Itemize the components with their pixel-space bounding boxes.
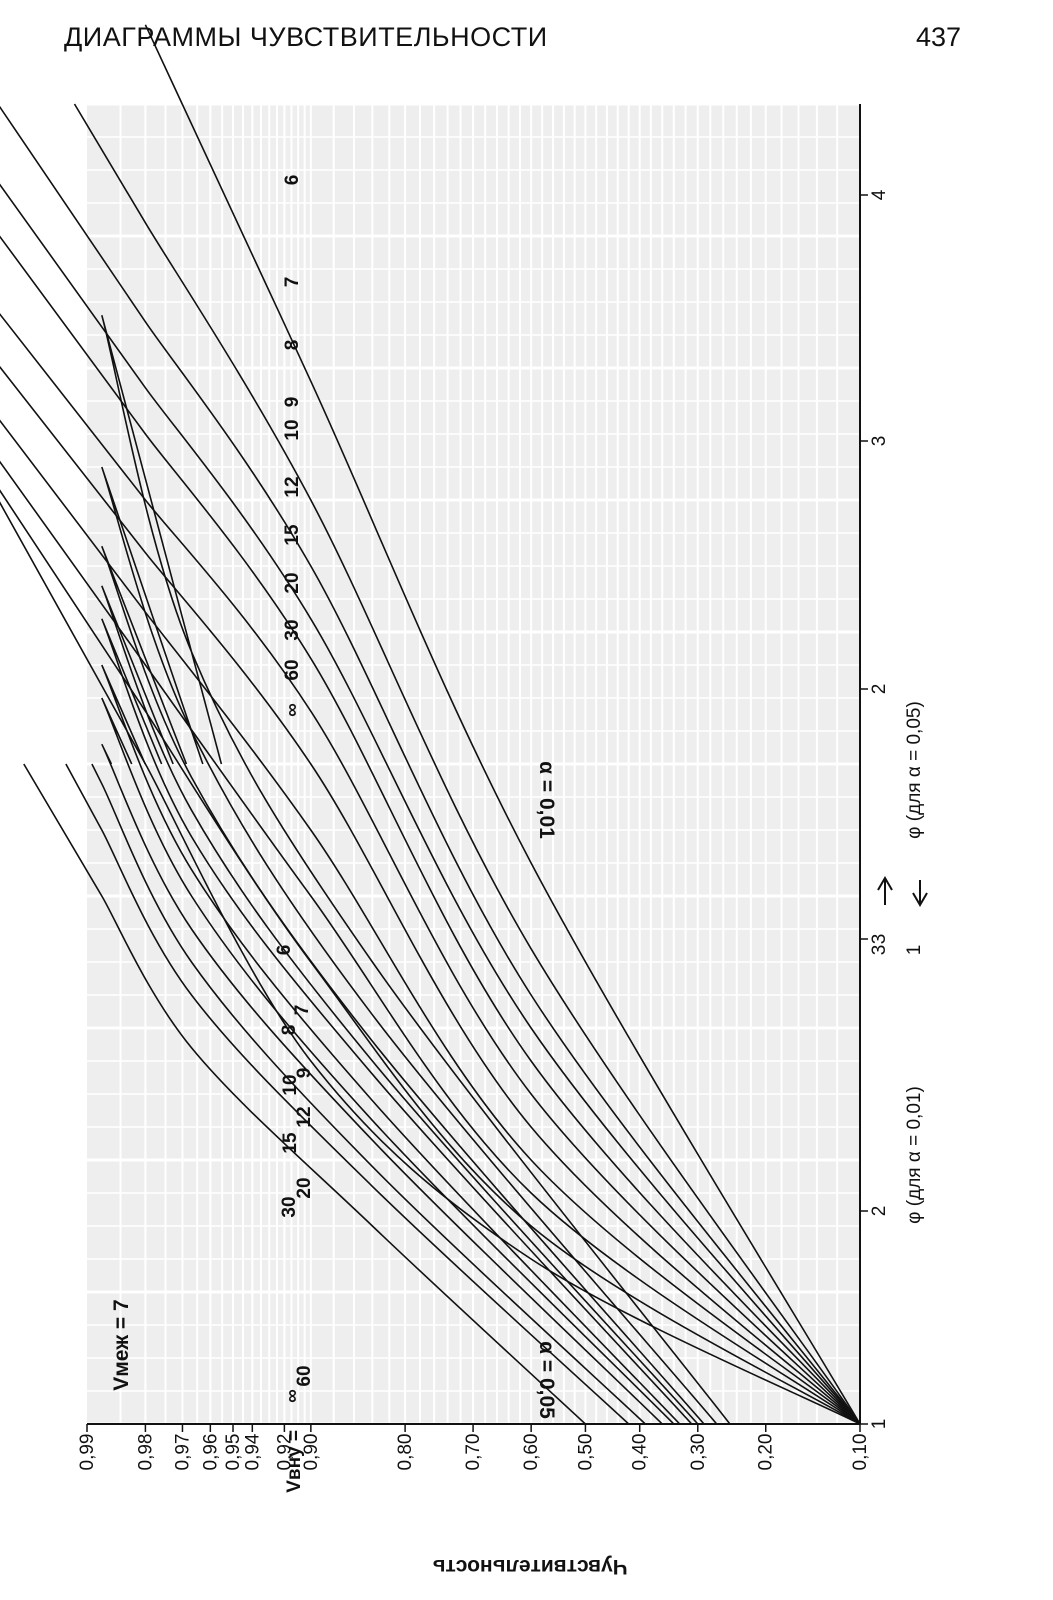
x-axis-label-alpha-005: φ (для α = 0,05) <box>904 701 925 839</box>
series-label: 6 <box>274 945 295 956</box>
y-tick-label: 0,96 <box>200 1434 221 1471</box>
series-label: 10 <box>280 1074 301 1095</box>
x-tick-label: 1 <box>869 1419 890 1430</box>
series-line <box>0 419 861 1425</box>
y-tick-label: 0,70 <box>463 1434 484 1471</box>
x-axis-label-alpha-001: φ (для α = 0,01) <box>904 1086 925 1224</box>
series-line <box>0 183 861 1425</box>
x-tick-label: 2 <box>869 1206 890 1217</box>
arrow-down-icon <box>912 880 928 907</box>
y-tick-label: 0,90 <box>301 1434 322 1471</box>
chart-subtitle: Vмеж = 7 <box>110 1299 133 1390</box>
series-label: 7 <box>282 277 303 288</box>
y-tick-label: 0,20 <box>756 1434 777 1471</box>
series-line <box>0 313 861 1425</box>
series-line <box>101 743 663 1425</box>
series-label: ∞ <box>282 703 303 717</box>
series-label: 6 <box>282 175 303 186</box>
series-line <box>0 365 861 1425</box>
y-axis-label: Чувствительность <box>432 1555 627 1578</box>
series-label: ∞ <box>282 1389 303 1403</box>
series-line <box>23 763 586 1425</box>
x-tick-label: 2 <box>869 684 890 695</box>
series-line <box>0 105 861 1425</box>
alpha-label: α = 0,01 <box>535 761 558 839</box>
series-line <box>101 314 731 1425</box>
x-tick-label: 3 <box>869 436 890 447</box>
series-line <box>144 24 861 1425</box>
series-line <box>101 618 693 1425</box>
series-line <box>0 501 861 1425</box>
series-line <box>65 763 630 1425</box>
y-tick-label: 0,40 <box>630 1434 651 1471</box>
y-tick-label: 0,60 <box>521 1434 542 1471</box>
series-label: 15 <box>280 1132 301 1154</box>
x-axis-arrow-label: 3 <box>869 945 890 956</box>
y-tick-label: 0,97 <box>172 1434 193 1471</box>
series-label: 30 <box>282 619 303 640</box>
series-line <box>101 466 718 1425</box>
series-label: 60 <box>294 1365 315 1386</box>
series-line <box>101 697 675 1425</box>
y-tick-label: 0,95 <box>223 1434 244 1471</box>
series-label: 7 <box>292 1005 313 1016</box>
series-label: 12 <box>282 476 303 497</box>
running-head: ДИАГРАММЫ ЧУВСТВИТЕЛЬНОСТИ <box>64 22 548 52</box>
y-tick-label: 0,99 <box>77 1434 98 1471</box>
series-line <box>91 763 646 1425</box>
series-line <box>101 664 681 1425</box>
series-label: 9 <box>282 397 303 408</box>
x-axis-arrow-label: 1 <box>904 945 925 956</box>
series-label: 20 <box>294 1177 315 1198</box>
series-line <box>0 235 861 1425</box>
y-tick-label: 0,98 <box>135 1434 156 1471</box>
series-line <box>101 585 699 1425</box>
series-label: 15 <box>282 524 303 546</box>
series-line <box>73 103 861 1425</box>
series-label: 30 <box>279 1196 300 1217</box>
y-tick-label: 0,50 <box>575 1434 596 1471</box>
x-tick-label: 4 <box>869 189 890 200</box>
y-tick-label: 0,92 <box>274 1434 295 1471</box>
y-tick-label: 0,80 <box>395 1434 416 1471</box>
y-tick-label: 0,10 <box>850 1434 871 1471</box>
series-label: 9 <box>294 1068 315 1079</box>
y-tick-label: 0,94 <box>242 1433 263 1470</box>
series-line <box>0 489 861 1425</box>
series-label: 20 <box>282 572 303 593</box>
page-number: 437 <box>915 22 961 52</box>
y-tick-label: 0,30 <box>688 1434 709 1471</box>
legend-prefix: Vвну = <box>284 1430 305 1493</box>
series-label: 60 <box>282 659 303 680</box>
series-label: 12 <box>294 1106 315 1127</box>
arrow-up-icon <box>877 876 893 905</box>
series-label: 10 <box>282 419 303 440</box>
series-label: 8 <box>282 340 303 351</box>
alpha-label: α = 0,05 <box>535 1341 558 1419</box>
series-line <box>0 460 861 1425</box>
x-tick-label: 3 <box>869 934 890 945</box>
